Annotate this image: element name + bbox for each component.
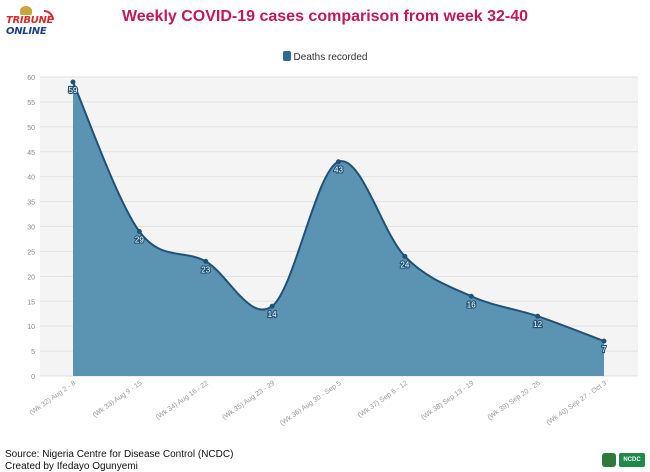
data-point xyxy=(71,79,76,84)
x-tick-label: (Wk 34) Aug 16 - 22 xyxy=(155,380,210,422)
data-point xyxy=(203,259,208,264)
x-tick-label: (Wk 35) Aug 23 - 29 xyxy=(221,380,276,422)
data-point xyxy=(602,339,607,344)
data-point xyxy=(469,294,474,299)
data-point xyxy=(402,254,407,259)
ncdc-logo: NCDC xyxy=(619,453,645,467)
x-tick-label: (Wk 36) Aug 30 - Sep 5 xyxy=(279,380,343,428)
y-tick-label: 50 xyxy=(27,125,35,132)
data-label: 29 xyxy=(135,235,144,244)
credit-text: Created by Ifedayo Ogunyemi xyxy=(5,461,233,472)
data-point xyxy=(336,159,341,164)
data-label: 23 xyxy=(201,265,210,274)
y-tick-label: 30 xyxy=(27,225,35,232)
source-text: Source: Nigeria Centre for Disease Contr… xyxy=(5,449,233,461)
coat-of-arms-icon xyxy=(602,453,616,467)
x-tick-label: (Wk 39) Sep 20 - 26 xyxy=(486,380,541,422)
y-tick-label: 10 xyxy=(27,324,35,331)
y-tick-label: 60 xyxy=(27,75,35,82)
y-tick-label: 5 xyxy=(31,349,35,356)
data-point xyxy=(137,229,142,234)
y-tick-label: 0 xyxy=(31,374,35,381)
data-label: 7 xyxy=(602,345,607,354)
x-tick-label: (Wk 37) Sep 6 - 12 xyxy=(357,380,409,419)
footer-logos: NCDC xyxy=(602,451,646,469)
x-tick-label: (Wk 40) Sep 27 - Oct 3 xyxy=(545,380,608,427)
y-tick-label: 45 xyxy=(27,150,35,157)
chart-footer: Source: Nigeria Centre for Disease Contr… xyxy=(5,449,233,472)
y-tick-label: 40 xyxy=(27,175,35,182)
data-point xyxy=(535,314,540,319)
y-tick-label: 35 xyxy=(27,200,35,207)
data-label: 12 xyxy=(533,320,542,329)
x-tick-label: (Wk 33) Aug 9 - 15 xyxy=(92,380,144,419)
data-label: 59 xyxy=(69,86,78,95)
data-point xyxy=(270,304,275,309)
data-label: 16 xyxy=(467,300,476,309)
x-tick-label: (Wk 32) Aug 2 - 8 xyxy=(29,380,78,417)
data-label: 43 xyxy=(334,166,343,175)
data-label: 14 xyxy=(268,310,277,319)
y-tick-label: 20 xyxy=(27,274,35,281)
data-label: 24 xyxy=(400,260,409,269)
y-tick-label: 55 xyxy=(27,100,35,107)
x-tick-label: (Wk 38) Sep 13 - 19 xyxy=(420,380,475,422)
y-tick-label: 25 xyxy=(27,249,35,256)
y-tick-label: 15 xyxy=(27,299,35,306)
